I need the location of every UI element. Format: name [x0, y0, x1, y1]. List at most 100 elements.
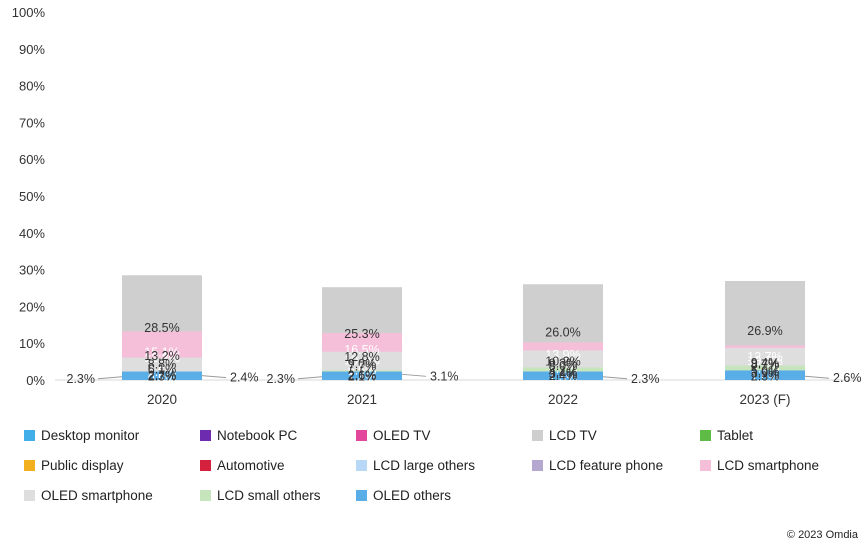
data-label: 4.5% — [148, 365, 177, 379]
legend-label: LCD large others — [373, 458, 476, 473]
legend-swatch — [532, 460, 543, 471]
legend-label: Tablet — [717, 428, 754, 443]
legend-item: LCD large others — [356, 458, 475, 473]
y-tick-label: 100% — [12, 5, 46, 20]
legend-label: LCD small others — [217, 488, 321, 503]
data-label: 2.4% — [549, 369, 578, 383]
data-label: 9.4% — [751, 356, 780, 370]
callout-label: 2.6% — [833, 371, 862, 385]
data-label: 8.0% — [549, 359, 578, 373]
callout-leader — [201, 375, 227, 379]
bar-segment — [122, 371, 202, 380]
data-label: 3.4% — [549, 367, 578, 381]
callout-leader — [297, 376, 323, 380]
legend-swatch — [356, 490, 367, 501]
callout-leader — [401, 373, 427, 377]
data-labels: 12.2%15.1% 0.9% 28.5% 8.8%4.5%2.7% 13.2%6.1%… — [67, 321, 862, 386]
callout-label: 2.4% — [230, 371, 259, 385]
legend-label: OLED TV — [373, 428, 431, 443]
data-label: 2.1% — [348, 370, 377, 384]
legend-item: OLED smartphone — [24, 488, 153, 503]
y-tick-label: 10% — [19, 336, 45, 351]
legend-item: Automotive — [200, 458, 285, 473]
y-tick-label: 80% — [19, 79, 45, 94]
data-label: 2.6% — [348, 369, 377, 383]
legend-swatch — [700, 430, 711, 441]
data-label: 5.0% — [751, 364, 780, 378]
x-axis: 2020 2021 2022 2023 (F) — [147, 392, 791, 407]
legend-item: Tablet — [700, 428, 753, 443]
callout-label: 2.3% — [267, 372, 296, 386]
data-label: 28.5% — [144, 321, 179, 335]
legend-swatch — [700, 460, 711, 471]
y-tick-label: 30% — [19, 263, 45, 278]
y-tick-label: 40% — [19, 226, 45, 241]
y-tick-label: 0% — [26, 373, 45, 388]
legend-swatch — [532, 430, 543, 441]
callout-label: 2.3% — [67, 372, 96, 386]
data-label: 5.5% — [348, 363, 377, 377]
y-axis: 0% 10% 20% 30% 40% 50% 60% 70% 80% 90% 100% — [12, 5, 860, 388]
legend-swatch — [200, 430, 211, 441]
data-label: 15.1% — [144, 346, 179, 360]
legend-swatch — [24, 460, 35, 471]
legend-item: OLED TV — [356, 428, 431, 443]
x-tick-label: 2022 — [548, 392, 578, 407]
data-label: 3.9% — [751, 366, 780, 380]
data-label: 12.7% — [747, 350, 782, 364]
legend-label: OLED smartphone — [41, 488, 153, 503]
data-label: 13.2% — [144, 349, 179, 363]
y-tick-label: 20% — [19, 299, 45, 314]
legend-item: Notebook PC — [200, 428, 297, 443]
data-label: 16.5% — [344, 343, 379, 357]
legend-item: LCD smartphone — [700, 458, 819, 473]
data-label: 2.3% — [751, 369, 780, 383]
legend-label: LCD feature phone — [549, 458, 664, 473]
data-label: 9.0% — [348, 357, 377, 371]
legend-label: OLED others — [373, 488, 452, 503]
callout-leader — [97, 376, 123, 380]
data-label: 10.2% — [545, 355, 580, 369]
data-label: 8.8% — [148, 357, 177, 371]
legend-label: Desktop monitor — [41, 428, 140, 443]
data-label: 12.2% — [144, 351, 179, 365]
data-label: 26.0% — [545, 326, 580, 340]
legend-swatch — [356, 430, 367, 441]
data-label: 8.7% — [751, 357, 780, 371]
data-label: 10.7% — [545, 354, 580, 368]
legend-swatch — [200, 490, 211, 501]
callout-leader — [804, 375, 830, 379]
legend-label: Public display — [41, 458, 124, 473]
legend-label: Automotive — [217, 458, 285, 473]
callout-leader — [602, 376, 628, 380]
legend-label: LCD TV — [549, 428, 597, 443]
legend-item: Desktop monitor — [24, 428, 139, 443]
bar-segment — [322, 371, 402, 380]
y-tick-label: 70% — [19, 115, 45, 130]
x-tick-label: 2020 — [147, 392, 177, 407]
data-label: 13.9% — [545, 348, 580, 362]
legend-label: Notebook PC — [217, 428, 298, 443]
callout-label: 3.1% — [430, 369, 459, 383]
legend-item: LCD TV — [532, 428, 597, 443]
data-label: 1.6% — [751, 371, 780, 385]
data-label: 6.2% — [549, 362, 578, 376]
callout-label: 2.3% — [631, 372, 660, 386]
data-label: 7.7% — [348, 359, 377, 373]
data-label: 9.3% — [549, 356, 578, 370]
legend-item: LCD feature phone — [532, 458, 663, 473]
legend-swatch — [24, 430, 35, 441]
credit-text: © 2023 Omdia — [786, 529, 858, 541]
legend-swatch — [24, 490, 35, 501]
data-label: 25.3% — [344, 327, 379, 341]
legend-item: Public display — [24, 458, 124, 473]
legend-item: OLED others — [356, 488, 451, 503]
stacked-bar-chart: 0%10%20%30%40%50%60%70%80%90%100% 12.2%1… — [12, 5, 862, 407]
y-tick-label: 90% — [19, 42, 45, 57]
data-label: 10.8% — [344, 354, 379, 368]
x-tick-label: 2021 — [347, 392, 377, 407]
data-label: 6.4% — [751, 362, 780, 376]
data-label: 2.3% — [148, 369, 177, 383]
data-label: 26.9% — [747, 324, 782, 338]
legend-swatch — [200, 460, 211, 471]
